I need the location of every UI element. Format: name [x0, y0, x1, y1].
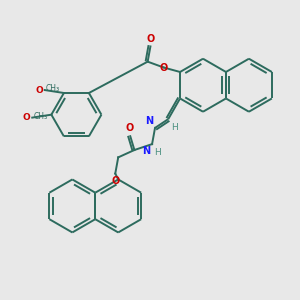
Text: N: N — [142, 146, 151, 156]
Text: O: O — [126, 123, 134, 133]
Text: O: O — [111, 176, 119, 186]
Text: H: H — [171, 123, 178, 132]
Text: O: O — [146, 34, 155, 44]
Text: CH₃: CH₃ — [46, 84, 60, 93]
Text: O: O — [160, 63, 168, 73]
Text: O: O — [23, 113, 31, 122]
Text: H: H — [154, 148, 161, 157]
Text: CH₃: CH₃ — [33, 112, 47, 121]
Text: O: O — [35, 85, 43, 94]
Text: N: N — [146, 116, 154, 126]
